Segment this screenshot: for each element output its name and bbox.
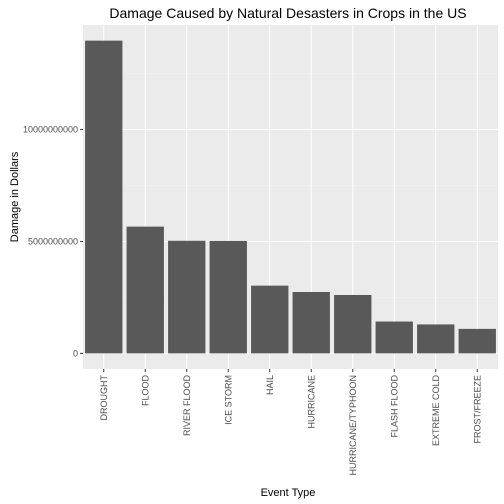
bar: [458, 328, 496, 354]
x-axis-title: Event Type: [261, 487, 316, 499]
bar: [251, 285, 289, 354]
y-axis: 0 5000000000 10000000000: [23, 125, 83, 358]
bar: [292, 291, 330, 354]
x-tick-label: EXTREME COLD: [431, 375, 441, 447]
x-tick-label: FLOOD: [140, 375, 150, 407]
x-tick-label: FLASH FLOOD: [389, 375, 399, 438]
bars: [85, 40, 496, 354]
bar: [334, 294, 372, 354]
x-tick-label: HURRICANE: [306, 375, 316, 429]
x-tick-label: ICE STORM: [223, 375, 233, 425]
x-tick-label: RIVER FLOOD: [182, 375, 192, 437]
bar: [168, 240, 206, 354]
x-tick-label: HURRICANE/TYPHOON: [348, 375, 358, 476]
bar: [85, 40, 123, 354]
y-tick-label: 0: [73, 348, 78, 358]
y-axis-title: Damage in Dollars: [9, 151, 21, 242]
bar: [375, 321, 413, 354]
x-axis: DROUGHT FLOOD RIVER FLOOD ICE STORM HAIL HURR…: [99, 369, 482, 476]
bar: [417, 324, 455, 354]
bar: [209, 240, 247, 354]
bar: [126, 226, 164, 354]
y-tick-label: 10000000000: [23, 125, 78, 135]
x-tick-label: HAIL: [265, 375, 275, 395]
x-tick-label: FROST/FREEZE: [472, 375, 482, 444]
x-tick-label: DROUGHT: [99, 375, 109, 421]
y-tick-label: 5000000000: [28, 236, 78, 246]
chart-title: Damage Caused by Natural Desasters in Cr…: [109, 5, 466, 21]
